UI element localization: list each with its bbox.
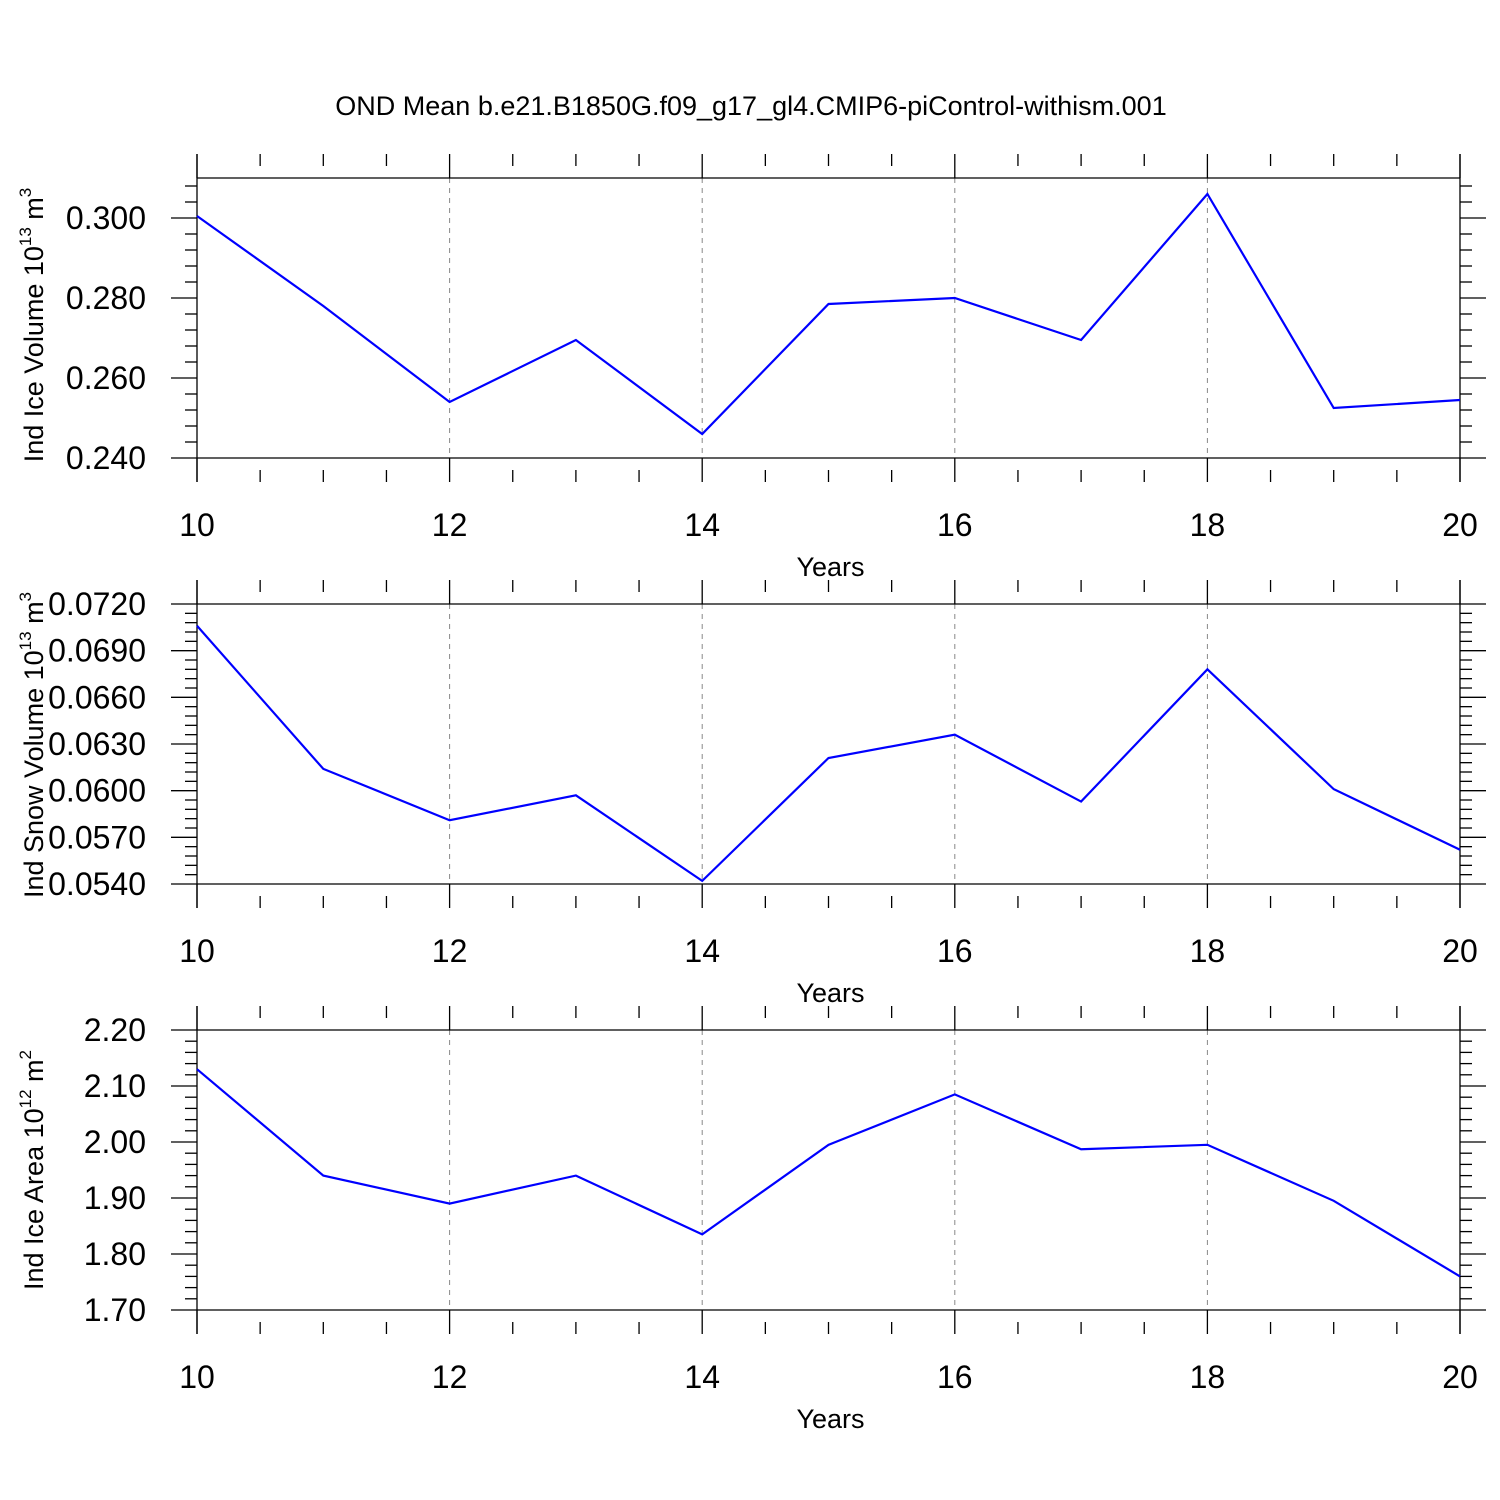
y-tick-label: 0.0570 [48,819,146,855]
series-line [196,1068,1461,1278]
y-tick-label: 0.0600 [48,773,146,809]
y-tick-label: 2.00 [84,1124,146,1160]
y-axis-label-unit-exponent: 2 [16,1050,35,1059]
x-tick-label: 10 [179,507,215,543]
y-axis-label: Ind Ice Area 1012 m2 [16,1050,49,1290]
y-tick-label: 0.260 [66,360,146,396]
x-tick-label: 10 [179,1359,215,1395]
x-tick-label: 16 [937,1359,973,1395]
series-line [196,192,1461,436]
y-axis-label-exponent: 13 [16,227,35,246]
chart-panel-3: 10 12 14 16 18 20 Years 1.70 1.80 1.90 2.00 2.10 2.2… [16,1006,1486,1434]
y-tick-label: 1.90 [84,1180,146,1216]
x-tick-label: 20 [1442,933,1478,969]
y-axis-label: Ind Snow Volume 1013 m3 [16,592,49,898]
x-tick-label: 18 [1190,1359,1226,1395]
y-axis-label-unit: m [19,197,49,227]
panels: 10 12 14 16 18 20 Years 0.240 0.260 0.280 0.300 Ind… [16,154,1486,1434]
y-tick-label: 0.280 [66,280,146,316]
y-tick-label: 1.80 [84,1236,146,1272]
x-tick-label: 20 [1442,1359,1478,1395]
y-tick-label: 0.0660 [48,679,146,715]
y-tick-label: 0.0540 [48,866,146,902]
y-axis-label-exponent: 12 [16,1089,35,1108]
x-tick-label: 16 [937,933,973,969]
x-axis-label: Years [796,1404,864,1434]
y-tick-label: 2.20 [84,1012,146,1048]
x-tick-label: 12 [432,507,468,543]
x-axis-label: Years [796,552,864,582]
x-tick-label: 14 [684,507,720,543]
y-tick-label: 1.70 [84,1292,146,1328]
y-axis-label: Ind Ice Volume 1013 m3 [16,188,49,463]
chart-panel-1: 10 12 14 16 18 20 Years 0.240 0.260 0.280 0.300 Ind… [16,154,1486,582]
y-tick-label: 0.240 [66,440,146,476]
x-tick-label: 12 [432,933,468,969]
y-tick-label: 0.300 [66,200,146,236]
x-tick-label: 14 [684,933,720,969]
y-tick-label: 2.10 [84,1068,146,1104]
x-tick-label: 20 [1442,507,1478,543]
x-tick-label: 12 [432,1359,468,1395]
y-axis-label-text: Ind Ice Volume 10 [19,246,49,462]
x-tick-label: 16 [937,507,973,543]
chart-panel-2: 10 12 14 16 18 20 Years 0.0540 0.0570 0.0600 0.063… [16,580,1486,1008]
x-tick-label: 18 [1190,507,1226,543]
y-axis-label-unit-exponent: 3 [16,592,35,601]
y-axis-label-exponent: 13 [16,631,35,650]
x-axis-label: Years [796,978,864,1008]
y-tick-label: 0.0690 [48,633,146,669]
y-axis-label-unit: m [19,601,49,631]
y-axis-label-unit-exponent: 3 [16,188,35,197]
y-tick-label: 0.0630 [48,726,146,762]
x-tick-label: 18 [1190,933,1226,969]
y-axis-label-text: Ind Snow Volume 10 [19,650,49,898]
y-tick-label: 0.0720 [48,586,146,622]
series-line [196,625,1461,883]
y-axis-label-unit: m [19,1059,49,1089]
figure-title: OND Mean b.e21.B1850G.f09_g17_gl4.CMIP6-… [335,91,1166,121]
x-tick-label: 14 [684,1359,720,1395]
y-axis-label-text: Ind Ice Area 10 [19,1108,49,1290]
x-tick-label: 10 [179,933,215,969]
